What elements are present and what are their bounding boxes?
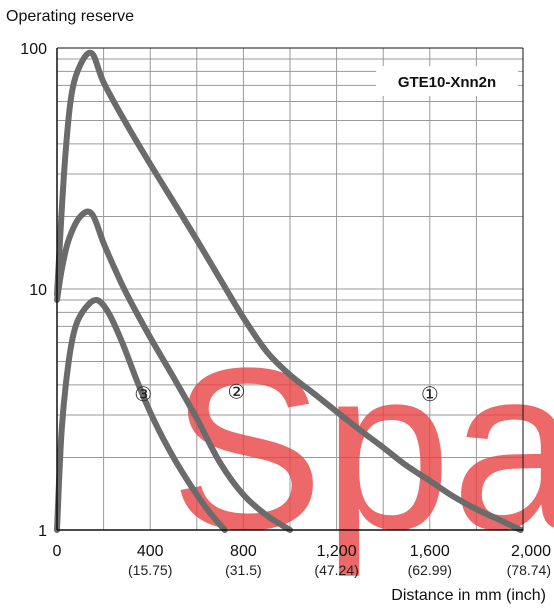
x-tick-sublabel: (15.75) xyxy=(128,562,172,578)
x-tick-sublabel: (31.5) xyxy=(225,562,262,578)
model-label-box xyxy=(376,66,518,96)
x-tick-label: 0 xyxy=(53,543,62,560)
y-tick-label: 100 xyxy=(20,41,47,58)
series-line-2 xyxy=(54,208,293,533)
curves xyxy=(54,49,524,533)
y-axis-title: Operating reserve xyxy=(6,8,135,25)
series-label-2: ② xyxy=(227,381,245,403)
axes xyxy=(56,47,524,531)
series-label-1: ① xyxy=(421,384,439,406)
x-tick-label: 2,000 xyxy=(511,543,551,560)
x-tick-sublabel: (78.74) xyxy=(507,562,551,578)
x-tick-sublabel: (47.24) xyxy=(314,562,358,578)
watermark: Spa xyxy=(170,320,554,577)
x-tick-label: 400 xyxy=(137,543,164,560)
y-tick-label: 1 xyxy=(38,523,47,540)
series-line-3 xyxy=(54,296,228,533)
series-label-3: ③ xyxy=(134,384,152,406)
y-tick-label: 10 xyxy=(29,282,47,299)
watermark-text: Spa xyxy=(170,320,554,577)
x-tick-label: 800 xyxy=(230,543,257,560)
x-tick-sublabel: (62.99) xyxy=(408,562,452,578)
series-line-1 xyxy=(54,49,524,533)
labels: 1 10 100 0 400 (15.75) 800 (31.5) 1,200 (47.24) 1,… xyxy=(20,41,551,578)
x-axis-title: Distance in mm (inch) xyxy=(391,587,546,604)
model-label: GTE10-Xnn2n xyxy=(398,74,496,91)
x-tick-label: 1,200 xyxy=(317,543,357,560)
x-tick-label: 1,600 xyxy=(410,543,450,560)
